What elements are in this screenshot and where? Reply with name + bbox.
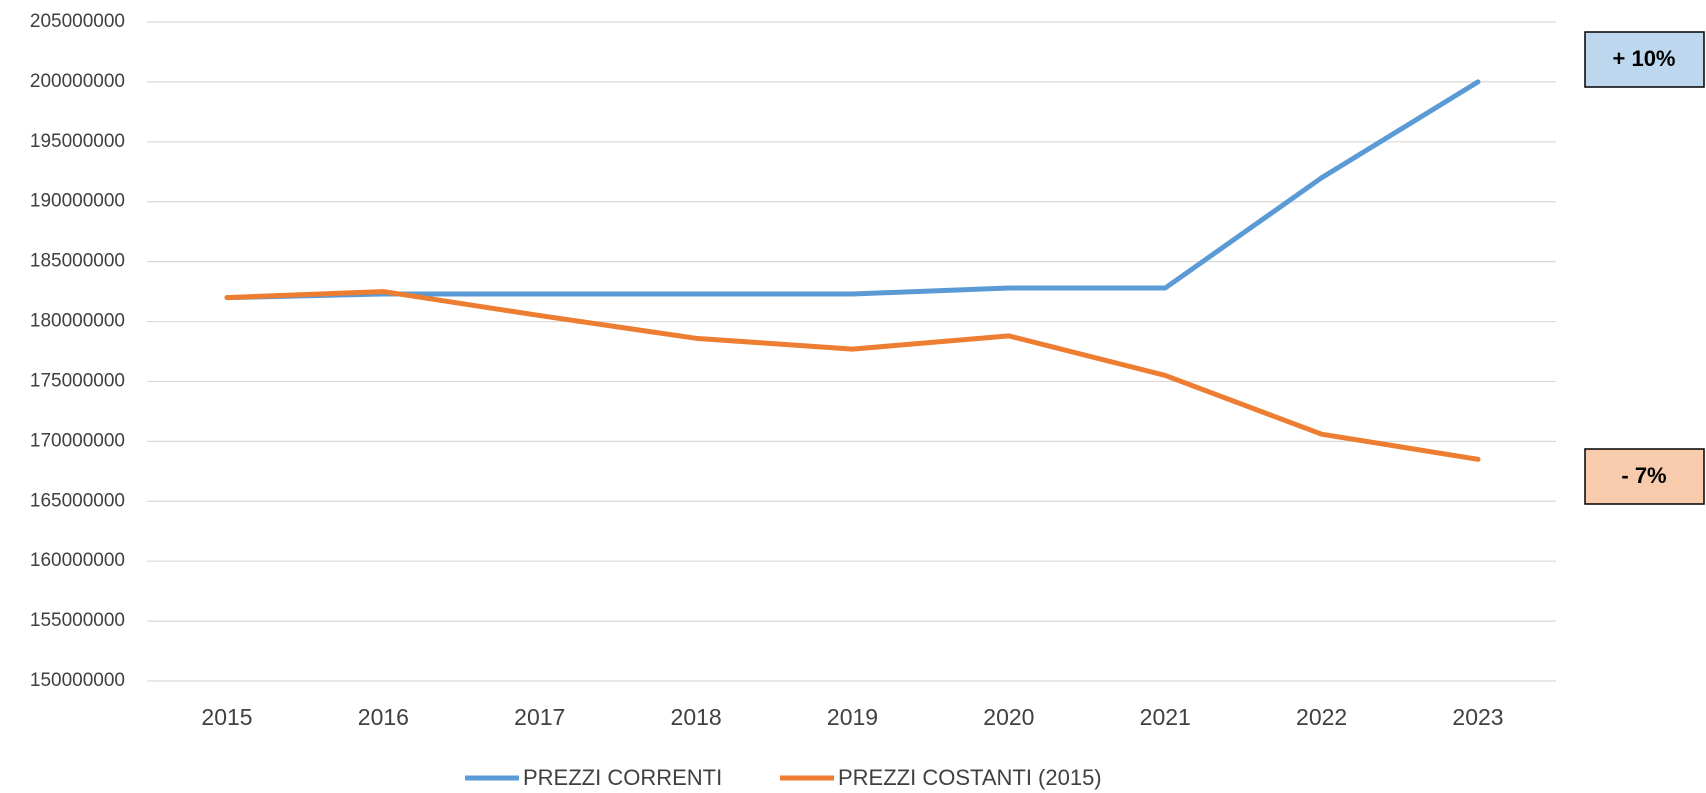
y-tick-label: 195000000 bbox=[30, 131, 125, 152]
y-tick-label: 175000000 bbox=[30, 370, 125, 391]
x-tick-label: 2021 bbox=[1140, 704, 1191, 730]
x-tick-label: 2017 bbox=[514, 704, 565, 730]
y-tick-label: 155000000 bbox=[30, 610, 125, 631]
legend-label: PREZZI COSTANTI (2015) bbox=[838, 765, 1102, 790]
x-tick-label: 2023 bbox=[1452, 704, 1503, 730]
x-tick-label: 2018 bbox=[671, 704, 722, 730]
x-tick-label: 2022 bbox=[1296, 704, 1347, 730]
y-tick-label: 150000000 bbox=[30, 670, 125, 691]
series-line bbox=[224, 289, 1481, 462]
y-tick-label: 185000000 bbox=[30, 251, 125, 272]
x-tick-label: 2016 bbox=[358, 704, 409, 730]
y-tick-label: 200000000 bbox=[30, 71, 125, 92]
annotation-text: - 7% bbox=[1621, 463, 1666, 488]
x-tick-label: 2020 bbox=[983, 704, 1034, 730]
legend-label: PREZZI CORRENTI bbox=[523, 765, 722, 790]
x-tick-label: 2015 bbox=[201, 704, 252, 730]
y-tick-label: 165000000 bbox=[30, 490, 125, 511]
annotation-box bbox=[1584, 31, 1705, 88]
y-tick-label: 190000000 bbox=[30, 191, 125, 212]
y-tick-label: 160000000 bbox=[30, 550, 125, 571]
y-tick-label: 180000000 bbox=[30, 311, 125, 332]
annotation-text: + 10% bbox=[1613, 46, 1676, 71]
series-line bbox=[224, 79, 1481, 301]
x-tick-label: 2019 bbox=[827, 704, 878, 730]
y-tick-label: 205000000 bbox=[30, 11, 125, 32]
annotation-box bbox=[1584, 448, 1705, 505]
y-tick-label: 170000000 bbox=[30, 430, 125, 451]
